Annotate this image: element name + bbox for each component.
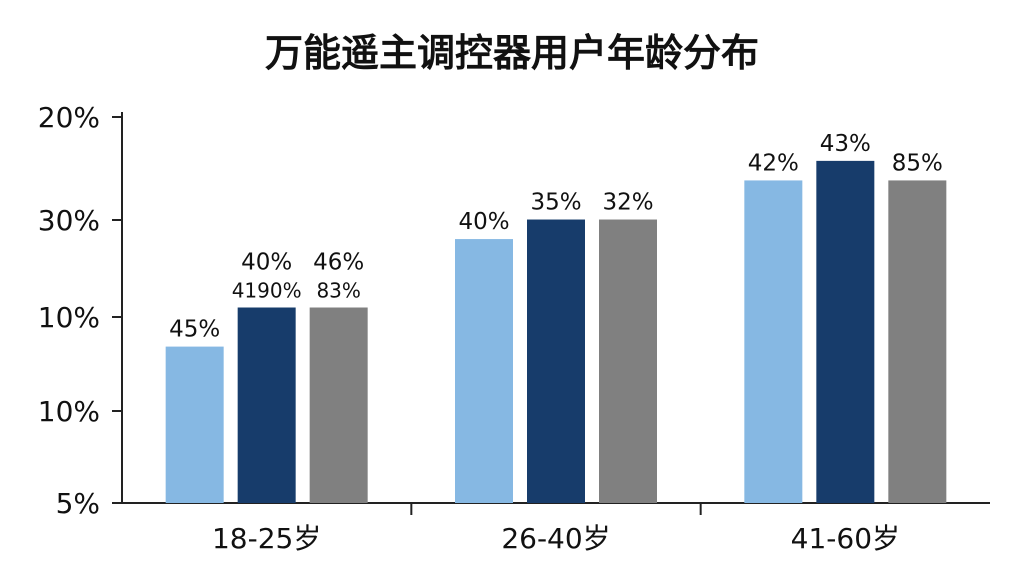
bar (309, 307, 368, 503)
bar (599, 219, 657, 503)
data-label: 85% (892, 150, 943, 176)
data-label: 46% (313, 250, 364, 276)
data-labels: 45% 4190% 40% 83% 46% 40% 35% 32% 42% 43% 85% (169, 131, 943, 343)
data-sub-label: 83% (316, 279, 360, 303)
y-tick-label: 10% (38, 395, 100, 428)
bar (165, 346, 224, 503)
data-label: 42% (748, 150, 799, 176)
y-tick-label: 5% (56, 487, 100, 520)
data-label: 40% (241, 250, 292, 276)
y-tick-label: 10% (38, 301, 100, 334)
data-label: 35% (530, 190, 581, 216)
y-axis-ticks: 5% 10% 10% 30% 20% (38, 101, 122, 520)
data-label: 45% (169, 317, 220, 343)
x-axis-categories: 18-25岁 26-40岁 41-60岁 (212, 522, 900, 555)
bar (816, 160, 875, 503)
bar (455, 239, 513, 503)
data-label: 43% (820, 131, 871, 157)
x-category-label: 26-40岁 (501, 522, 610, 555)
bar (527, 219, 585, 503)
data-label: 32% (602, 190, 653, 216)
y-tick-label: 20% (38, 101, 100, 134)
x-category-label: 18-25岁 (212, 522, 321, 555)
data-label: 40% (458, 209, 509, 235)
chart-bars (165, 160, 947, 504)
y-tick-label: 30% (38, 204, 100, 237)
x-category-label: 41-60岁 (791, 522, 900, 555)
bar (744, 180, 803, 504)
chart-title: 万能遥主调控器用户年龄分布 (265, 31, 759, 75)
data-sub-label: 4190% (232, 279, 302, 303)
bar (888, 180, 947, 504)
bar (237, 307, 296, 503)
